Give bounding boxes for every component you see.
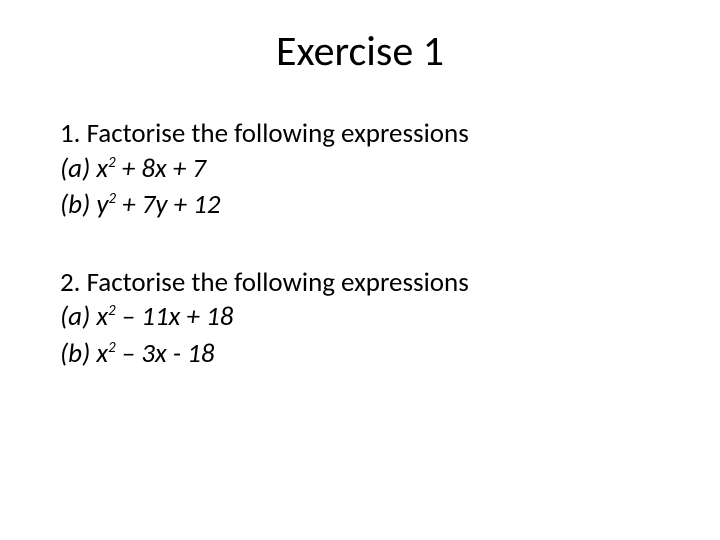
q1a-label: (a) (60, 152, 90, 185)
question-2-prompt: 2. Factorise the following expressions (60, 266, 660, 300)
question-1-prompt: 1. Factorise the following expressions (60, 117, 660, 151)
q1a-sup: 2 (108, 153, 116, 171)
q1b-var: y (96, 188, 108, 221)
page-title: Exercise 1 (60, 26, 660, 77)
question-1: 1. Factorise the following expressions (… (60, 117, 660, 224)
q2b-sup: 2 (108, 338, 116, 356)
q1a-rest: + 8x + 7 (116, 152, 206, 185)
q1b-label: (b) (60, 188, 90, 221)
q2b-label: (b) (60, 337, 90, 370)
q1b-sup: 2 (108, 189, 116, 207)
q2b-var: x (96, 337, 108, 370)
q1b-rest: + 7y + 12 (116, 188, 220, 221)
q2b-rest: – 3x - 18 (116, 337, 215, 370)
q2a-rest: – 11x + 18 (116, 300, 234, 333)
q2a-label: (a) (60, 300, 90, 333)
q1a-var: x (96, 152, 108, 185)
question-1a: (a) x2 + 8x + 7 (60, 151, 660, 187)
question-2a: (a) x2 – 11x + 18 (60, 299, 660, 335)
question-2b: (b) x2 – 3x - 18 (60, 336, 660, 372)
question-1b: (b) y2 + 7y + 12 (60, 187, 660, 223)
slide: Exercise 1 1. Factorise the following ex… (0, 0, 720, 540)
question-2: 2. Factorise the following expressions (… (60, 266, 660, 373)
q2a-var: x (96, 300, 108, 333)
q2a-sup: 2 (108, 301, 116, 319)
